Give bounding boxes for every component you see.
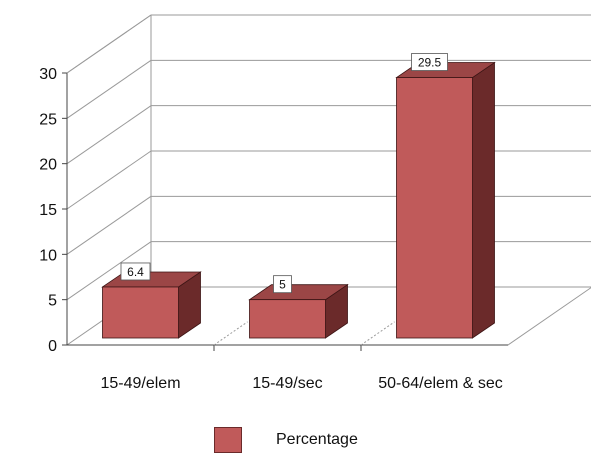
y-tick-label: 20: [39, 157, 57, 174]
side-wall-top-edge: [66, 14, 152, 74]
bar-2: [396, 77, 473, 339]
y-tick-label: 25: [39, 111, 57, 128]
floor-divider: [213, 321, 248, 346]
gridline-side: [66, 59, 152, 119]
legend-swatch: [214, 427, 242, 453]
data-label-box-0: [120, 262, 151, 281]
gridline-side: [66, 241, 152, 301]
bar-0: [102, 286, 179, 339]
y-tick-label: 10: [39, 247, 57, 264]
bar-1: [249, 299, 326, 339]
y-tick-label: 15: [39, 202, 57, 219]
y-tick-label: 0: [48, 338, 57, 355]
x-category-label-2: 50-64/elem & sec: [378, 375, 503, 392]
data-label-0: 6.4: [127, 265, 144, 279]
data-label-2: 29.5: [418, 56, 442, 70]
y-tick-label: 30: [39, 66, 57, 83]
data-label-box-1: [273, 275, 292, 294]
bar-side-2: [472, 61, 495, 339]
legend: Percentage: [214, 425, 358, 455]
gridline-side: [66, 195, 152, 255]
x-category-label-0: 15-49/elem: [100, 375, 180, 392]
gridline-side: [66, 105, 152, 165]
data-label-1: 5: [279, 278, 286, 292]
gridline-side: [66, 150, 152, 210]
y-tick-label: 5: [48, 293, 57, 310]
x-category-label-1: 15-49/sec: [252, 375, 322, 392]
data-label-box-2: [411, 53, 448, 71]
floor-divider: [360, 321, 395, 346]
legend-label-percentage: Percentage: [276, 431, 358, 448]
